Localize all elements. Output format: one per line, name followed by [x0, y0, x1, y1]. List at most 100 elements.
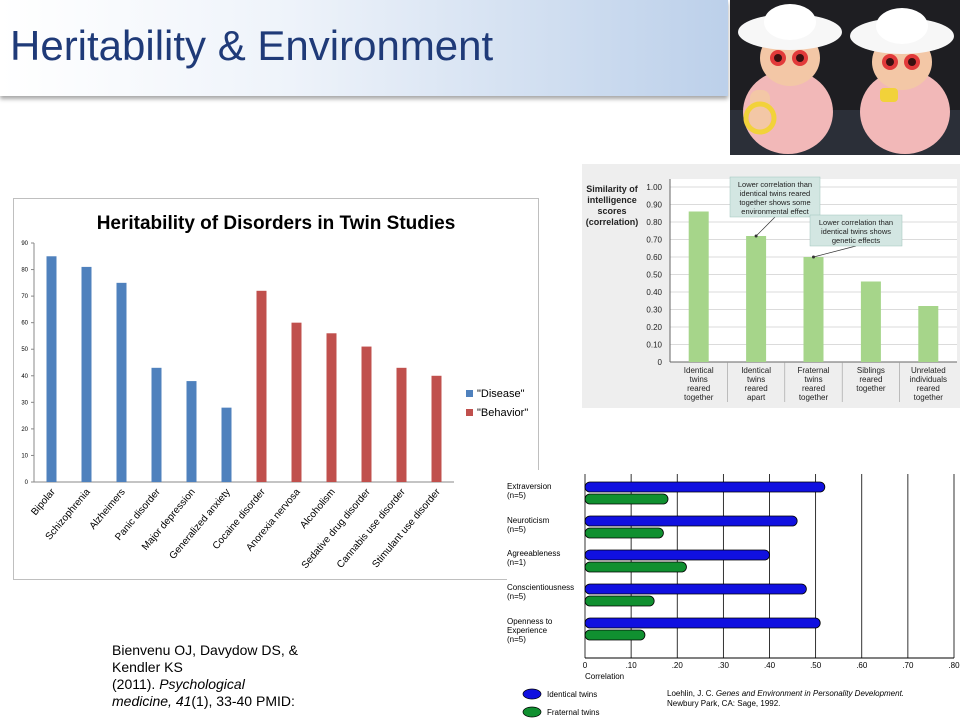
source-note: Loehlin, J. C. Genes and Environment in …	[667, 689, 904, 698]
x-tick-label: together	[856, 384, 886, 393]
y-tick-label: 0.90	[646, 201, 662, 210]
y-tick-label: 0.80	[646, 218, 662, 227]
annotation-leader	[755, 216, 776, 237]
source-publisher: Newbury Park, CA: Sage, 1992.	[667, 699, 780, 708]
y-axis-label: Similarity of	[586, 184, 639, 194]
category-label: Agreeableness	[507, 549, 560, 558]
y-tick-label: 80	[21, 268, 28, 274]
category-label: (n=5)	[507, 491, 526, 500]
y-axis-label: intelligence	[587, 195, 637, 205]
y-tick-label: 1.00	[646, 183, 662, 192]
y-tick-label: 60	[21, 321, 28, 327]
y-axis-label: (correlation)	[586, 217, 639, 227]
category-label: Experience	[507, 626, 548, 635]
bar	[584, 481, 826, 493]
x-tick-label: together	[684, 393, 714, 402]
category-label: Neuroticism	[507, 516, 550, 525]
bar	[746, 236, 767, 362]
legend-label: "Behavior"	[477, 407, 528, 419]
x-tick-label: Fraternal	[797, 366, 829, 375]
citation: Bienvenu OJ, Davydow DS, & Kendler KS (2…	[112, 642, 322, 710]
bar	[584, 629, 646, 641]
bar	[116, 282, 127, 482]
annotation-text: Lower correlation than	[738, 180, 812, 189]
x-tick-label: Identical	[741, 366, 771, 375]
y-tick-label: 90	[21, 241, 28, 247]
category-label: (n=5)	[507, 635, 526, 644]
heritability-chart-panel: Heritability of Disorders in Twin Studie…	[13, 198, 539, 580]
bar	[584, 595, 655, 607]
category-label: (n=1)	[507, 558, 526, 567]
legend-label: "Disease"	[477, 388, 525, 400]
bar	[396, 367, 407, 482]
x-tick-label: Sedative drug disorder	[300, 486, 374, 571]
category-label: (n=5)	[507, 525, 526, 534]
x-tick-label: Identical	[684, 366, 714, 375]
annotation-text: environmental effect	[741, 207, 809, 216]
x-tick-label: Unrelated	[911, 366, 946, 375]
y-tick-label: 30	[21, 400, 28, 406]
x-tick-label: .10	[626, 661, 638, 670]
x-tick-label: Cannabis use disorder	[335, 486, 408, 570]
annotation-text: Lower correlation than	[819, 218, 893, 227]
y-tick-label: 40	[21, 374, 28, 380]
y-tick-label: 0.20	[646, 323, 662, 332]
category-label: Openness to	[507, 617, 553, 626]
bar	[584, 561, 687, 573]
x-tick-label: .50	[810, 661, 822, 670]
y-tick-label: 0.60	[646, 253, 662, 262]
bar	[918, 306, 939, 362]
citation-journal-2: medicine,	[112, 693, 172, 709]
y-axis-label: scores	[597, 206, 626, 216]
bar	[256, 290, 267, 482]
annotation-text: identical twins reared	[740, 189, 810, 198]
citation-year: (2011).	[112, 676, 156, 692]
bar	[326, 333, 337, 482]
category-label: Conscientiousness	[507, 583, 574, 592]
photo-illustration	[730, 0, 960, 155]
y-tick-label: 20	[21, 427, 28, 433]
annotation-text: together shows some	[739, 198, 810, 207]
twin-babies-photo	[730, 0, 960, 155]
annotation-leader	[813, 245, 857, 258]
legend-swatch	[522, 706, 542, 718]
legend-label: Identical twins	[547, 690, 597, 699]
personality-chart: 0 .10 .20 .30 .40 .50 .60 .70 .80 Correlation Extr…	[507, 474, 960, 718]
annotation-box	[729, 176, 821, 218]
x-tick-label: apart	[747, 393, 766, 402]
legend-swatch	[466, 390, 473, 397]
x-tick-label: reared	[859, 375, 882, 384]
x-tick-label: .30	[718, 661, 730, 670]
category-label: Extraversion	[507, 482, 551, 491]
x-tick-label: .70	[902, 661, 914, 670]
source-title: Genes and Environment in Personality Dev…	[716, 689, 904, 698]
source-author: Loehlin, J. C.	[667, 689, 716, 698]
x-tick-label: Generalized anxiety	[168, 487, 233, 562]
bar	[431, 375, 442, 482]
x-tick-label: together	[799, 393, 829, 402]
intelligence-chart: Similarity ofintelligencescores(correlat…	[586, 176, 957, 402]
x-tick-label: .20	[672, 661, 684, 670]
bar	[584, 493, 669, 505]
personality-chart-panel: 0 .10 .20 .30 .40 .50 .60 .70 .80 Correlation Extr…	[507, 470, 960, 720]
bar	[186, 381, 197, 482]
annotation-dot	[754, 234, 758, 238]
x-tick-label: twins	[804, 375, 822, 384]
citation-line: medicine, 41(1), 33-40 PMID:	[112, 693, 322, 710]
y-tick-label: 50	[21, 347, 28, 353]
x-tick-label: .40	[764, 661, 776, 670]
citation-journal: Psychological	[159, 676, 245, 692]
y-tick-label: 70	[21, 294, 28, 300]
x-tick-label: .80	[948, 661, 960, 670]
bar	[81, 266, 92, 482]
citation-line: Kendler KS	[112, 659, 183, 675]
bar	[584, 583, 807, 595]
x-tick-label: 0	[583, 661, 588, 670]
heritability-chart: Heritability of Disorders in Twin Studie…	[21, 213, 528, 571]
annotation-text: identical twins shows	[821, 227, 891, 236]
legend-label: Fraternal twins	[547, 708, 599, 717]
bar	[46, 256, 57, 482]
x-tick-label: twins	[690, 375, 708, 384]
annotation-box	[809, 214, 903, 247]
y-tick-label: 10	[21, 453, 28, 459]
